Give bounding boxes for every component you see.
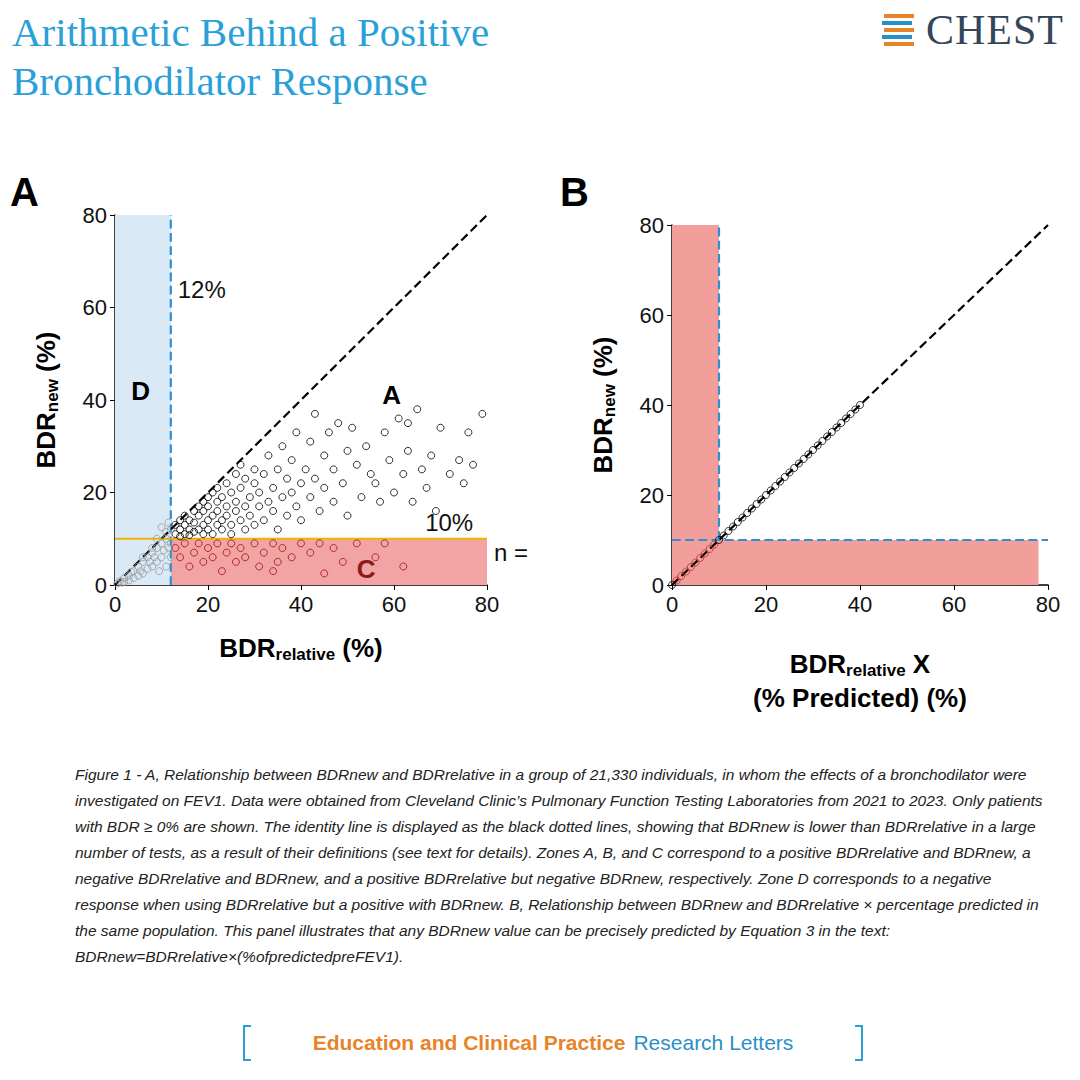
svg-text:40: 40 xyxy=(83,388,107,413)
svg-text:BDR: BDR xyxy=(790,649,847,679)
svg-text:20: 20 xyxy=(83,480,107,505)
svg-text:0: 0 xyxy=(666,592,678,617)
svg-text:relative: relative xyxy=(276,645,336,664)
svg-text:n =: n = xyxy=(494,539,528,566)
svg-text:40: 40 xyxy=(848,592,872,617)
svg-text:60: 60 xyxy=(942,592,966,617)
html-text:Figure 1 - A, Relationship bet: Figure 1 - A, Relationship between BDRne… xyxy=(75,766,1043,965)
svg-text:20: 20 xyxy=(754,592,778,617)
svg-text:0: 0 xyxy=(652,573,664,598)
svg-text:40: 40 xyxy=(640,393,664,418)
svg-text:(%): (%) xyxy=(335,633,383,663)
svg-text:(% Predicted) (%): (% Predicted) (%) xyxy=(753,683,967,713)
svg-text:20: 20 xyxy=(640,483,664,508)
svg-text:80: 80 xyxy=(83,203,107,228)
svg-text:B: B xyxy=(560,170,589,214)
svg-text:12%: 12% xyxy=(178,276,226,303)
svg-text:BDR: BDR xyxy=(588,417,618,474)
svg-text:80: 80 xyxy=(475,592,499,617)
svg-text:(%): (%) xyxy=(31,331,61,379)
svg-text:60: 60 xyxy=(640,303,664,328)
svg-text:10%: 10% xyxy=(425,509,473,536)
svg-text:60: 60 xyxy=(382,592,406,617)
svg-text:20: 20 xyxy=(196,592,220,617)
svg-text:A: A xyxy=(382,380,401,410)
html-text:Bronchodilator Response: Bronchodilator Response xyxy=(12,58,428,104)
svg-text:40: 40 xyxy=(289,592,313,617)
svg-text:X: X xyxy=(906,649,931,679)
svg-text:60: 60 xyxy=(83,295,107,320)
svg-text:0: 0 xyxy=(109,592,121,617)
svg-text:D: D xyxy=(131,376,150,406)
svg-text:BDR: BDR xyxy=(219,633,276,663)
svg-text:0: 0 xyxy=(95,573,107,598)
svg-text:(%): (%) xyxy=(588,336,618,384)
svg-text:80: 80 xyxy=(1036,592,1060,617)
svg-text:C: C xyxy=(357,554,376,584)
svg-text:relative: relative xyxy=(846,661,906,680)
svg-text:80: 80 xyxy=(640,213,664,238)
svg-text:BDR: BDR xyxy=(31,412,61,469)
html-text:Arithmetic Behind a Positive: Arithmetic Behind a Positive xyxy=(12,9,490,55)
html-text:Education and Clinical Practic: Education and Clinical Practice Research… xyxy=(312,1031,794,1054)
svg-text:new: new xyxy=(43,378,62,412)
svg-text:new: new xyxy=(600,383,619,417)
svg-text:A: A xyxy=(10,170,39,214)
html-text:CHEST: CHEST xyxy=(926,7,1064,53)
